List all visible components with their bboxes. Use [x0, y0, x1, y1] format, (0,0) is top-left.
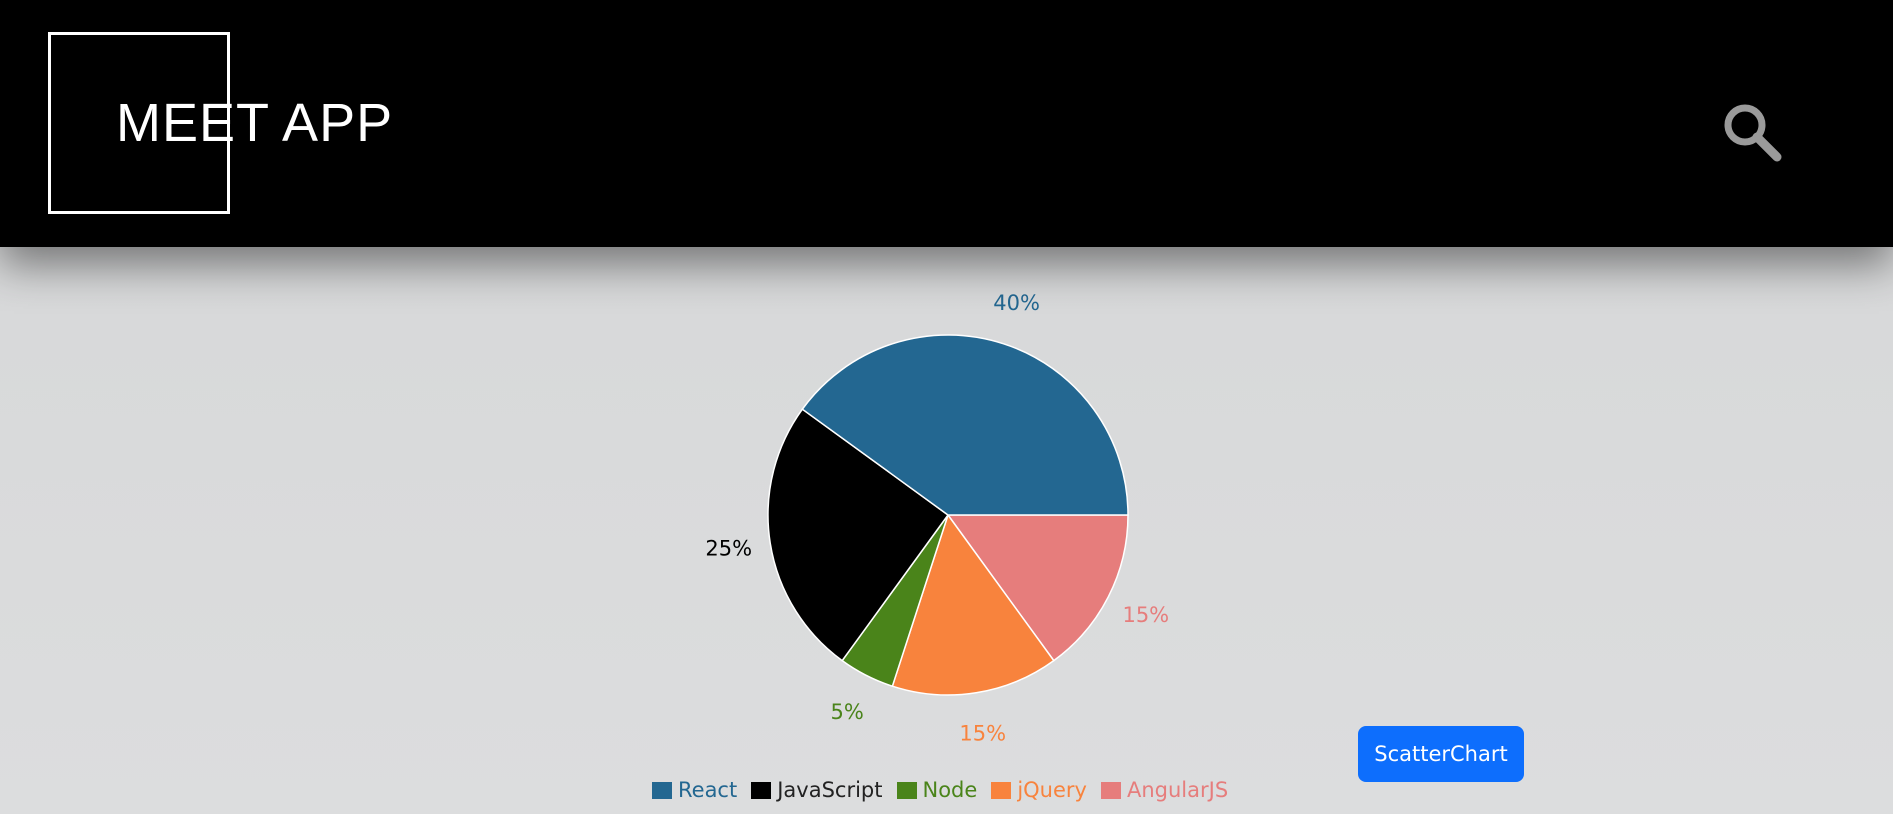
data-label-react: 40%	[993, 291, 1040, 315]
chart-legend: React JavaScript Node jQuery AngularJS	[652, 775, 1228, 805]
data-label-node: 5%	[831, 700, 864, 724]
app-title: MEET APP	[116, 93, 394, 153]
legend-item-jquery[interactable]: jQuery	[991, 778, 1087, 802]
legend-label: jQuery	[1017, 778, 1087, 802]
pie-slice-jquery[interactable]	[891, 513, 1055, 696]
pie-slice-angularjs[interactable]	[946, 514, 1129, 662]
search-icon[interactable]	[1720, 100, 1786, 166]
legend-item-node[interactable]: Node	[896, 778, 978, 802]
legend-swatch	[751, 781, 772, 799]
legend-label: JavaScript	[777, 778, 883, 802]
pie-slice-javascript[interactable]	[767, 408, 950, 662]
legend-swatch	[896, 781, 917, 799]
data-label-jquery: 15%	[959, 721, 1006, 745]
app-header: MEET APP	[0, 0, 1893, 247]
pie-slice-react[interactable]	[801, 334, 1129, 516]
logo-frame	[48, 32, 230, 214]
legend-swatch	[652, 781, 672, 799]
data-label-javascript: 25%	[705, 537, 752, 561]
legend-item-react[interactable]: React	[652, 778, 737, 802]
data-label-angularjs: 15%	[1122, 603, 1169, 627]
scatter-chart-button[interactable]: ScatterChart	[1358, 726, 1524, 782]
legend-item-javascript[interactable]: JavaScript	[751, 778, 883, 802]
legend-label: AngularJS	[1126, 778, 1229, 802]
legend-swatch	[1100, 781, 1121, 799]
legend-swatch	[991, 781, 1012, 799]
legend-label: Node	[922, 778, 978, 802]
legend-item-angularjs[interactable]: AngularJS	[1100, 778, 1229, 802]
legend-label: React	[678, 778, 738, 802]
